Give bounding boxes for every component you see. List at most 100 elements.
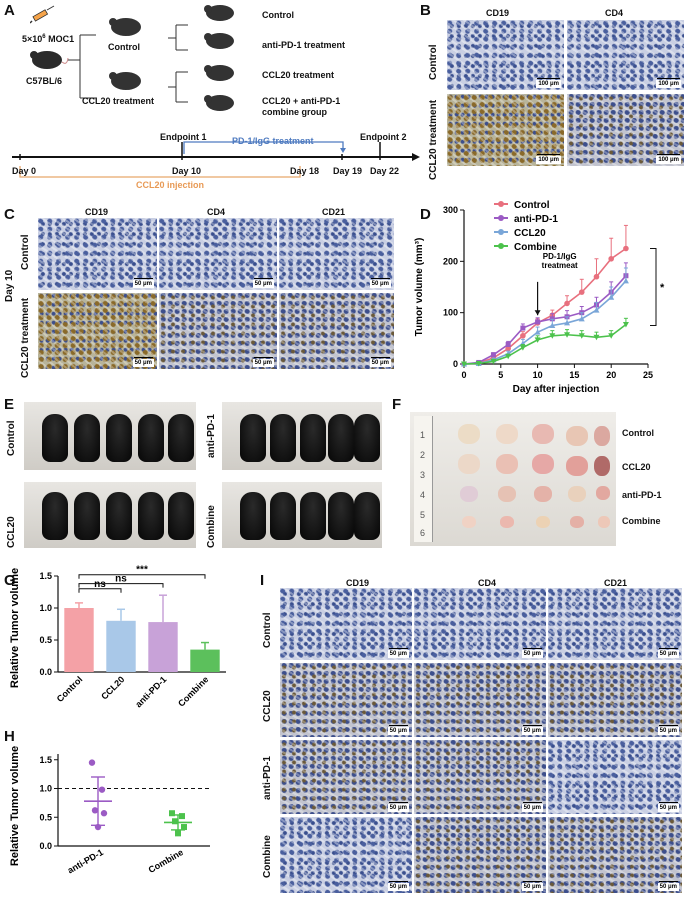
data-point bbox=[564, 300, 570, 307]
cells-exponent: 6 bbox=[42, 34, 46, 40]
data-point bbox=[622, 321, 629, 328]
significance-bracket bbox=[78, 583, 164, 588]
y-tick-label: 1.0 bbox=[39, 603, 52, 613]
x-tick-label: Combine bbox=[176, 674, 210, 708]
legend-marker bbox=[498, 215, 504, 221]
y-tick-label: 100 bbox=[443, 308, 458, 318]
scale-bar: 50 μm bbox=[521, 802, 543, 812]
series-line bbox=[463, 323, 627, 365]
panel-label-h: H bbox=[4, 728, 15, 745]
panel-label-d: D bbox=[420, 206, 431, 223]
i-row-control: Control bbox=[262, 612, 273, 648]
i-col-cd19: CD19 bbox=[346, 578, 370, 588]
ccl20-mouse-icon bbox=[109, 72, 141, 90]
x-tick-label: 15 bbox=[569, 370, 579, 380]
relative-volume-bar-chart: 0.0 0.5 1.0 1.5 Relative Tumor volume Control… bbox=[9, 565, 226, 709]
b-image-control-cd4: 100 μm bbox=[567, 20, 684, 90]
significance-label: ns bbox=[94, 579, 106, 590]
data-point bbox=[175, 830, 181, 837]
group-label-anti-pd1: anti-PD-1 treatment bbox=[262, 40, 346, 50]
ccl20-injection-label: CCL20 injection bbox=[136, 180, 205, 190]
scale-bar: 100 μm bbox=[656, 78, 681, 88]
e-label-anti-pd1: anti-PD-1 bbox=[206, 414, 217, 458]
data-point bbox=[169, 810, 175, 817]
data-point bbox=[549, 333, 556, 339]
group-mouse-icon bbox=[204, 33, 234, 49]
strain-label: C57BL/6 bbox=[26, 76, 63, 86]
i-image-ccl20-cd4: 50 μm bbox=[414, 663, 546, 737]
f-photo-tumors: 1 2 3 4 5 6 bbox=[410, 412, 616, 546]
day10-label: Day 10 bbox=[172, 166, 202, 176]
group-label-control: Control bbox=[262, 10, 294, 20]
data-point bbox=[534, 337, 541, 343]
day22-label: Day 22 bbox=[370, 166, 400, 176]
x-tick-label: 20 bbox=[606, 370, 616, 380]
data-point bbox=[505, 341, 511, 347]
endpoint1-label: Endpoint 1 bbox=[160, 132, 207, 142]
group-label-combine-2: combine group bbox=[262, 107, 327, 117]
group-mouse-icon bbox=[204, 95, 234, 111]
panel-label-c: C bbox=[4, 206, 15, 223]
scale-bar: 50 μm bbox=[521, 648, 543, 658]
data-point bbox=[549, 316, 555, 322]
b-image-ccl20-cd19: 100 μm bbox=[447, 94, 564, 166]
i-image-control-cd21: 50 μm bbox=[548, 588, 682, 660]
y-tick-label: 1.0 bbox=[39, 784, 52, 794]
group-label-combine-1: CCL20 + anti-PD-1 bbox=[262, 96, 341, 106]
panel-label-e: E bbox=[4, 396, 15, 413]
e-photo-control bbox=[24, 402, 196, 470]
f-label-anti-pd1: anti-PD-1 bbox=[622, 490, 662, 500]
i-image-ccl20-cd21: 50 μm bbox=[548, 663, 682, 737]
c-col-cd19: CD19 bbox=[85, 207, 109, 217]
data-point bbox=[91, 807, 99, 814]
data-point bbox=[461, 361, 467, 367]
scale-bar: 50 μm bbox=[369, 278, 391, 288]
x-tick-label: anti-PD-1 bbox=[66, 847, 105, 875]
branch-ccl20-label: CCL20 treatment bbox=[82, 96, 155, 106]
data-point bbox=[179, 813, 185, 820]
data-point bbox=[94, 823, 102, 831]
legend-label: anti-PD-1 bbox=[514, 214, 558, 225]
f-label-ccl20: CCL20 bbox=[622, 462, 651, 472]
x-tick-label: 10 bbox=[533, 370, 543, 380]
ruler: 1 2 3 4 5 6 bbox=[414, 416, 433, 542]
x-tick-label: Control bbox=[55, 674, 85, 704]
i-image-combine-cd19: 50 μm bbox=[280, 817, 412, 893]
scale-bar: 50 μm bbox=[657, 725, 679, 735]
significance-bracket bbox=[78, 588, 122, 593]
scale-bar: 100 μm bbox=[656, 154, 681, 164]
e-label-combine: Combine bbox=[206, 505, 217, 548]
e-label-ccl20: CCL20 bbox=[6, 516, 17, 548]
data-point bbox=[578, 315, 585, 322]
i-row-combine: Combine bbox=[262, 835, 273, 878]
scale-bar: 50 μm bbox=[521, 725, 543, 735]
significance-label: ns bbox=[115, 574, 127, 585]
panel-label-f: F bbox=[392, 396, 402, 413]
x-tick-label: 25 bbox=[643, 370, 653, 380]
i-image-control-cd4: 50 μm bbox=[414, 588, 546, 660]
data-point bbox=[608, 294, 615, 300]
y-axis-title: Tumor volume (mm³) bbox=[414, 238, 425, 337]
y-axis-title: Relative Tumor volume bbox=[9, 746, 21, 866]
e-label-control: Control bbox=[6, 420, 17, 456]
data-point bbox=[505, 345, 511, 352]
legend-marker bbox=[498, 243, 504, 249]
x-tick-label: CCL20 bbox=[99, 674, 126, 701]
c-image-ccl20-cd4: 50 μm bbox=[159, 293, 277, 369]
group-mouse-icon bbox=[204, 65, 234, 81]
scale-bar: 50 μm bbox=[657, 648, 679, 658]
group-mouse-icon bbox=[204, 5, 234, 21]
e-photo-combine bbox=[222, 482, 382, 548]
c-row-control: Control bbox=[20, 234, 31, 270]
data-point bbox=[549, 322, 556, 328]
day0-label: Day 0 bbox=[12, 166, 37, 176]
x-tick-label: Combine bbox=[147, 847, 185, 875]
data-point bbox=[535, 319, 541, 325]
i-image-anti-pd1-cd4: 50 μm bbox=[414, 740, 546, 814]
y-tick-label: 0.0 bbox=[39, 841, 52, 851]
annotation-label: treatmeat bbox=[542, 261, 578, 270]
timeline bbox=[12, 141, 420, 178]
data-point bbox=[623, 245, 629, 252]
i-col-cd4: CD4 bbox=[478, 578, 497, 588]
data-point bbox=[88, 759, 96, 766]
